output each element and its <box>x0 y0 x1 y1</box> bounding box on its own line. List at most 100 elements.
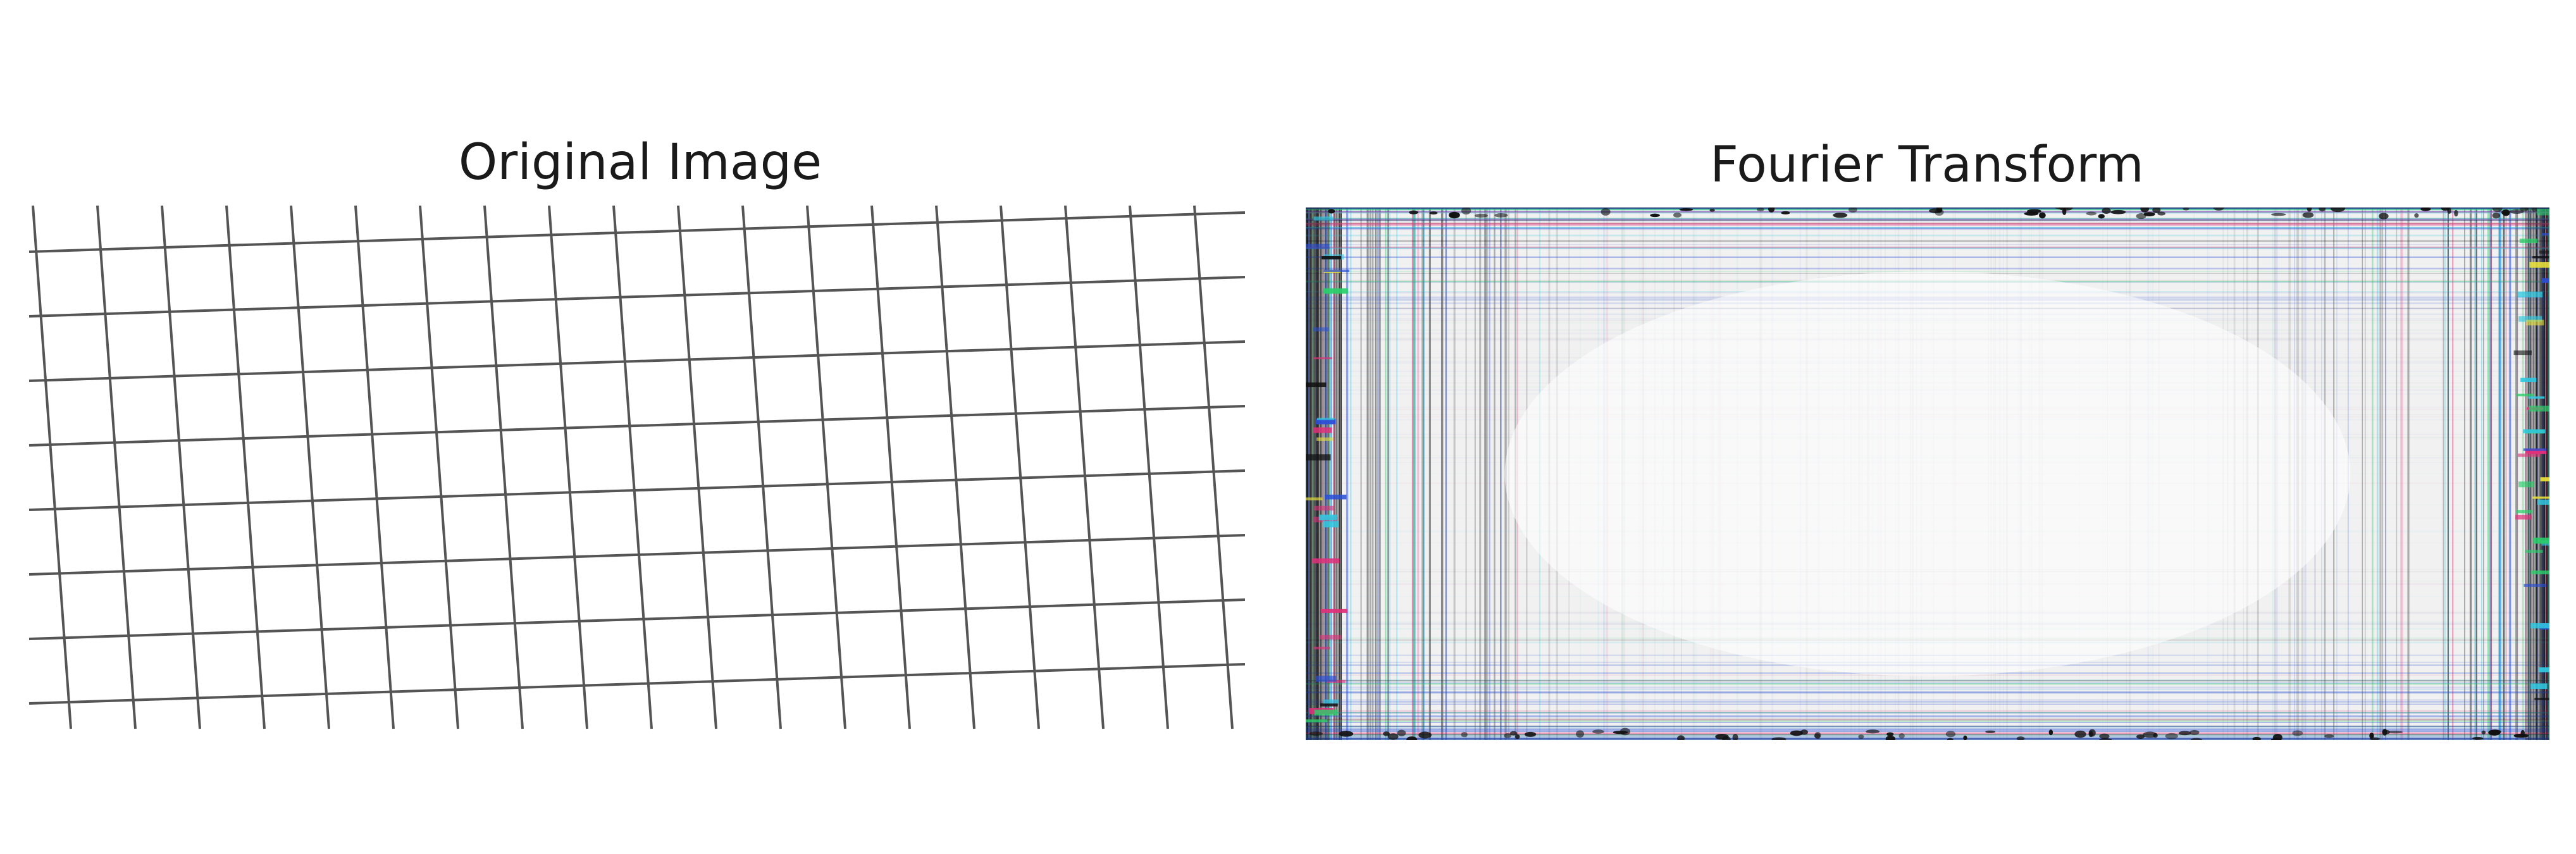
fourier-border-speck <box>1673 213 1681 218</box>
fourier-border-speck <box>1945 731 1956 738</box>
fourier-border-speck <box>1461 207 1471 215</box>
fourier-border-speck <box>1383 731 1390 736</box>
fourier-edge-blob <box>1316 437 1334 441</box>
fourier-border-speck <box>1814 733 1821 738</box>
fourier-edge-blob <box>2518 453 2541 457</box>
fourier-border-speck <box>1848 207 1857 213</box>
fourier-border-speck <box>1650 213 1660 218</box>
fourier-border-speck <box>1898 733 1905 739</box>
fourier-border-speck <box>2292 730 2303 736</box>
fourier-border-speck <box>1781 211 1790 214</box>
fourier-border-speck <box>2074 730 2086 738</box>
fourier-edge-blob <box>1313 505 1334 511</box>
fourier-border-speck <box>2026 209 2041 214</box>
fourier-border-speck <box>2520 729 2525 738</box>
fourier-edge-blob <box>2518 292 2543 298</box>
fourier-border-speck <box>1709 208 1715 212</box>
fourier-edge-blob <box>2534 698 2549 700</box>
fourier-border-speck <box>2136 213 2146 220</box>
fourier-border-speck <box>2143 212 2155 217</box>
fourier-border-speck <box>1935 209 1944 216</box>
fourier-edge-blob <box>2530 683 2548 689</box>
fourier-border-speck <box>1613 731 1628 734</box>
fourier-edge-blob <box>1319 634 1342 640</box>
fourier-border-speck <box>2213 207 2224 211</box>
fourier-border-speck <box>2382 729 2390 734</box>
grid-horizontal-line <box>28 469 1246 511</box>
fourier-border-speck <box>2270 213 2286 216</box>
fourier-border-speck <box>1679 208 1694 211</box>
original-image-grid <box>28 205 1246 729</box>
grid-vertical-line <box>290 205 330 729</box>
fourier-border-speck <box>1800 729 1808 735</box>
fourier-edge-blob <box>2516 510 2532 514</box>
fourier-border-speck <box>2330 207 2346 213</box>
fourier-border-speck <box>2062 208 2067 216</box>
fourier-border-speck <box>2086 211 2096 216</box>
fourier-border-speck <box>2102 207 2111 214</box>
grid-vertical-line <box>96 205 137 729</box>
fourier-edge-blob <box>1313 327 1329 331</box>
fourier-edge-blob <box>2523 429 2546 433</box>
fourier-border-speck <box>2189 729 2200 735</box>
fourier-edge-blob <box>1323 269 1349 272</box>
fourier-edge-blob <box>2515 393 2534 397</box>
fourier-edge-blob <box>1316 676 1337 682</box>
fourier-border-speck <box>1756 207 1764 212</box>
fourier-border-speck <box>2454 209 2458 217</box>
fourier-border-speck <box>1885 735 1896 740</box>
fourier-border-speck <box>1866 729 1880 734</box>
grid-vertical-line <box>870 205 911 729</box>
fourier-edge-blob <box>2528 450 2547 454</box>
fourier-border-speck <box>1576 730 1585 738</box>
fourier-border-speck <box>2153 733 2158 738</box>
fourier-edge-blob <box>2538 667 2549 672</box>
fourier-edge-blob <box>2528 396 2545 399</box>
fourier-edge-blob <box>1315 419 1336 424</box>
fourier-edge-band <box>2525 207 2549 740</box>
fourier-border-speck <box>1886 732 1894 736</box>
fourier-border-speck <box>2369 737 2381 740</box>
fourier-border-speck <box>2492 207 2503 213</box>
grid-vertical-line <box>612 205 653 729</box>
fourier-edge-blob <box>2533 537 2549 544</box>
fourier-border-speck <box>1309 731 1323 736</box>
fourier-border-speck <box>2369 733 2374 739</box>
fourier-border-speck <box>1429 211 1438 215</box>
fourier-center-haze <box>1504 271 2351 676</box>
grid-vertical-line <box>1000 205 1040 729</box>
fourier-border-speck <box>1963 735 1967 740</box>
fourier-edge-blob <box>2525 319 2544 326</box>
fourier-border-speck <box>2414 213 2419 218</box>
fourier-border-speck <box>2492 213 2501 219</box>
fourier-border-speck <box>1494 213 1508 218</box>
fourier-border-speck <box>2509 209 2524 214</box>
fourier-border-speck <box>2379 213 2389 220</box>
fourier-border-speck <box>1418 731 1432 739</box>
grid-vertical-line <box>225 205 266 729</box>
fourier-border-speck <box>2302 212 2314 218</box>
fourier-edge-blob <box>1306 244 1330 249</box>
fourier-border-speck <box>1409 210 1419 214</box>
fourier-border-speck <box>2039 212 2046 219</box>
left-panel-title: Original Image <box>458 134 822 191</box>
fourier-edge-blob <box>1313 427 1332 433</box>
fourier-transform-image <box>1306 207 2549 740</box>
fourier-edge-blob <box>2523 448 2546 451</box>
grid-horizontal-line <box>28 534 1246 576</box>
fourier-edge-blob <box>2518 316 2542 322</box>
fourier-edge-blob <box>2532 256 2549 259</box>
fourier-border-speck <box>1339 731 1354 737</box>
fourier-edge-blob <box>2536 209 2549 216</box>
grid-horizontal-line <box>28 663 1246 705</box>
fourier-edge-blob <box>1306 382 1327 388</box>
grid-vertical-line <box>32 205 72 729</box>
grid-horizontal-line <box>28 405 1246 447</box>
fourier-border-speck <box>2048 729 2053 736</box>
fourier-edge-blob <box>1313 357 1333 359</box>
fourier-edge-blob <box>2515 514 2532 520</box>
grid-vertical-line <box>677 205 717 729</box>
fourier-border-speck <box>2165 733 2178 740</box>
fourier-border-speck <box>1387 733 1399 740</box>
fourier-edge-blob <box>2530 623 2549 629</box>
